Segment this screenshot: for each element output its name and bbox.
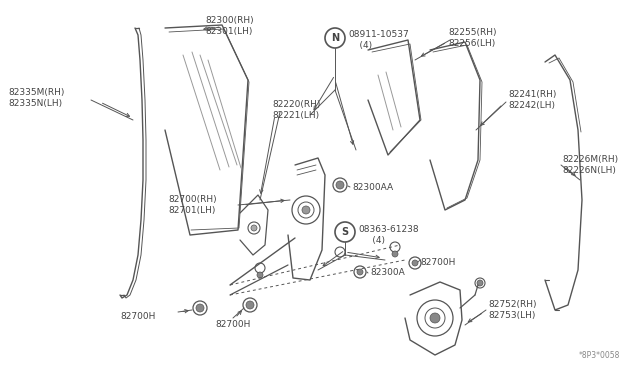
Text: 82255(RH)
82256(LH): 82255(RH) 82256(LH) [448, 28, 497, 48]
Text: 82300AA: 82300AA [352, 183, 393, 192]
Circle shape [357, 269, 363, 275]
Text: 82700(RH)
82701(LH): 82700(RH) 82701(LH) [168, 195, 216, 215]
Text: 82241(RH)
82242(LH): 82241(RH) 82242(LH) [508, 90, 556, 110]
Text: 82752(RH)
82753(LH): 82752(RH) 82753(LH) [488, 300, 536, 320]
Text: 08363-61238
     (4): 08363-61238 (4) [358, 225, 419, 245]
Circle shape [477, 280, 483, 286]
Circle shape [430, 313, 440, 323]
Circle shape [257, 272, 263, 278]
Circle shape [412, 260, 418, 266]
Text: 82700H: 82700H [420, 258, 456, 267]
Text: 82700H: 82700H [215, 320, 250, 329]
Text: N: N [331, 33, 339, 43]
Circle shape [196, 304, 204, 312]
Text: 08911-10537
    (4): 08911-10537 (4) [348, 30, 409, 50]
Circle shape [392, 251, 398, 257]
Text: 82226M(RH)
82226N(LH): 82226M(RH) 82226N(LH) [562, 155, 618, 175]
Text: 82300A: 82300A [370, 268, 404, 277]
Text: 82220(RH)
82221(LH): 82220(RH) 82221(LH) [272, 100, 321, 120]
Text: 82300(RH)
82301(LH): 82300(RH) 82301(LH) [205, 16, 253, 36]
Text: 82700H: 82700H [120, 312, 156, 321]
Circle shape [246, 301, 254, 309]
Text: 82335M(RH)
82335N(LH): 82335M(RH) 82335N(LH) [8, 88, 65, 108]
Circle shape [336, 181, 344, 189]
Text: *8P3*0058: *8P3*0058 [579, 351, 620, 360]
Text: S: S [341, 227, 349, 237]
Circle shape [302, 206, 310, 214]
Circle shape [251, 225, 257, 231]
